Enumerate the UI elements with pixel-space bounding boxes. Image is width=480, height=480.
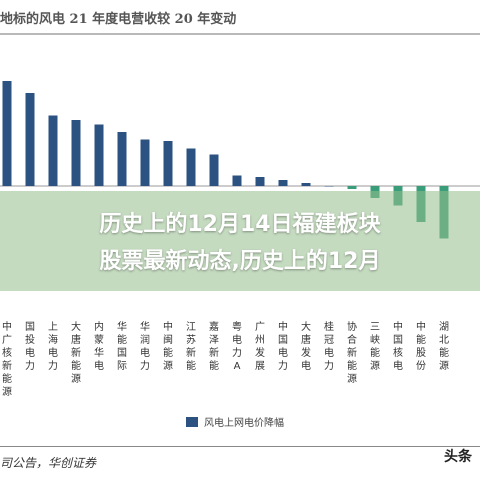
bar-16: [347, 186, 357, 189]
bar-chart: 中广核新能源 国投电力 上海电力 大唐新能源 内蒙华电 华能国际 华润电力 中闽能源 江苏新能 嘉…: [0, 81, 480, 398]
category-label: 江苏新能: [186, 321, 196, 372]
bar-12: [255, 177, 265, 186]
category-label: 三峡能源: [370, 322, 380, 372]
category-label: 中能股份: [416, 320, 426, 372]
bar-5: [94, 124, 104, 186]
category-label: 华润电力: [140, 320, 150, 372]
legend-swatch: [186, 416, 198, 427]
bar-10: [209, 154, 219, 186]
source-note: 司公告，华创证券: [0, 456, 97, 470]
category-label: 内蒙华电: [94, 320, 104, 372]
bar-7: [140, 139, 150, 186]
title-divider: [0, 33, 480, 35]
category-label: 粤电力 A: [232, 320, 242, 372]
category-label: 桂冠电力: [324, 320, 334, 372]
bar-15: [324, 186, 334, 187]
chart-title: 地标的风电 21 年度电营收较 20 年变动: [0, 12, 237, 27]
category-label: 华能国际: [117, 320, 127, 372]
bar-4: [71, 120, 81, 186]
category-label: 协合新能源: [347, 320, 357, 385]
category-label: 大唐新能源: [71, 320, 81, 385]
category-label: 上海电力: [48, 321, 58, 372]
bar-13: [278, 180, 288, 186]
headline-line-2[interactable]: 股票最新动态,历史上的12月: [99, 249, 381, 274]
watermark-logo: 头条: [444, 449, 472, 465]
category-label: 中国电力: [278, 320, 288, 372]
bar-8: [163, 141, 173, 186]
bar-11: [232, 175, 242, 186]
category-label: 中闽能源: [163, 320, 173, 372]
category-label: 大唐发电: [301, 320, 311, 372]
category-label: 湖北能源: [439, 321, 449, 372]
legend-label: 风电上网电价降幅: [204, 418, 284, 429]
source-divider: [0, 446, 480, 447]
bar-1: [2, 81, 12, 186]
category-label: 中广核新能源: [2, 320, 12, 398]
category-label: 嘉泽新能: [209, 320, 219, 372]
chart-legend: 风电上网电价降幅: [186, 414, 284, 429]
bar-14: [301, 183, 311, 186]
category-label: 广州发展: [255, 321, 265, 372]
bar-3: [48, 115, 58, 186]
bar-9: [186, 148, 196, 186]
headline-banner[interactable]: [0, 191, 480, 291]
headline-line-1[interactable]: 历史上的12月14日福建板块: [99, 212, 381, 237]
bar-6: [117, 132, 127, 186]
category-label: 国投电力: [25, 321, 35, 372]
category-label: 中国核电: [393, 320, 403, 372]
bar-2: [25, 93, 35, 186]
